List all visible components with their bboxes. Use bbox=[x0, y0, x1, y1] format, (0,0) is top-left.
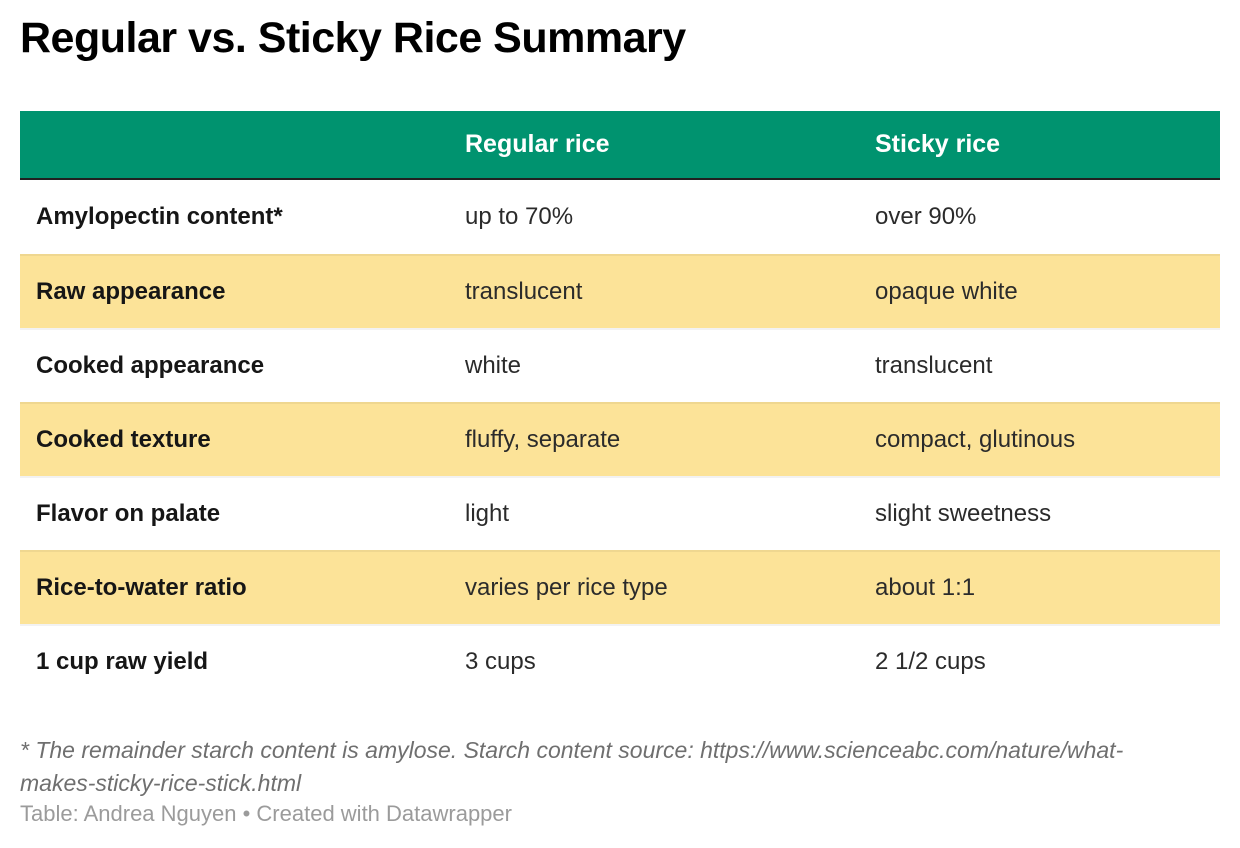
attribution-byline: Table: Andrea Nguyen • Created with Data… bbox=[20, 801, 512, 826]
sticky-rice-value: about 1:1 bbox=[875, 574, 976, 601]
row-label: Rice-to-water ratio bbox=[36, 574, 247, 601]
footnote: * The remainder starch content is amylos… bbox=[20, 734, 1220, 800]
regular-rice-value: white bbox=[465, 352, 522, 379]
regular-rice-value: fluffy, separate bbox=[465, 426, 621, 453]
table-row: Cooked texture fluffy, separate compact,… bbox=[20, 402, 1220, 476]
sticky-rice-value: compact, glutinous bbox=[875, 426, 1076, 453]
sticky-rice-value: over 90% bbox=[875, 203, 977, 230]
sticky-rice-value: translucent bbox=[875, 352, 993, 379]
footnote-line-1: * The remainder starch content is amylos… bbox=[20, 737, 1124, 763]
sticky-rice-value: slight sweetness bbox=[875, 500, 1052, 527]
page-title: Regular vs. Sticky Rice Summary bbox=[20, 14, 686, 62]
sticky-rice-value: opaque white bbox=[875, 278, 1018, 305]
row-label: Raw appearance bbox=[36, 278, 226, 305]
footnote-line-2: makes-sticky-rice-stick.html bbox=[20, 770, 302, 796]
table-row: Amylopectin content* up to 70% over 90% bbox=[20, 180, 1220, 254]
regular-rice-value: 3 cups bbox=[465, 648, 536, 675]
row-label: Cooked appearance bbox=[36, 352, 265, 379]
sticky-rice-value: 2 1/2 cups bbox=[875, 648, 986, 675]
regular-rice-value: up to 70% bbox=[465, 203, 574, 230]
regular-rice-value: translucent bbox=[465, 278, 583, 305]
header-cell-sticky-rice: Sticky rice bbox=[875, 130, 1001, 158]
table-header-row: Regular rice Sticky rice bbox=[20, 111, 1220, 180]
row-label: Amylopectin content* bbox=[36, 203, 283, 230]
header-cell-regular-rice: Regular rice bbox=[465, 130, 610, 158]
table-row: Rice-to-water ratio varies per rice type… bbox=[20, 550, 1220, 624]
table-row: Cooked appearance white translucent bbox=[20, 328, 1220, 402]
row-label: 1 cup raw yield bbox=[36, 648, 209, 675]
row-label: Cooked texture bbox=[36, 426, 211, 453]
regular-rice-value: varies per rice type bbox=[465, 574, 668, 601]
table-row: 1 cup raw yield 3 cups 2 1/2 cups bbox=[20, 624, 1220, 698]
row-label: Flavor on palate bbox=[36, 500, 221, 527]
regular-rice-value: light bbox=[465, 500, 510, 527]
table-row: Raw appearance translucent opaque white bbox=[20, 254, 1220, 328]
table-row: Flavor on palate light slight sweetness bbox=[20, 476, 1220, 550]
comparison-table: Regular rice Sticky rice Amylopectin con… bbox=[20, 111, 1220, 698]
